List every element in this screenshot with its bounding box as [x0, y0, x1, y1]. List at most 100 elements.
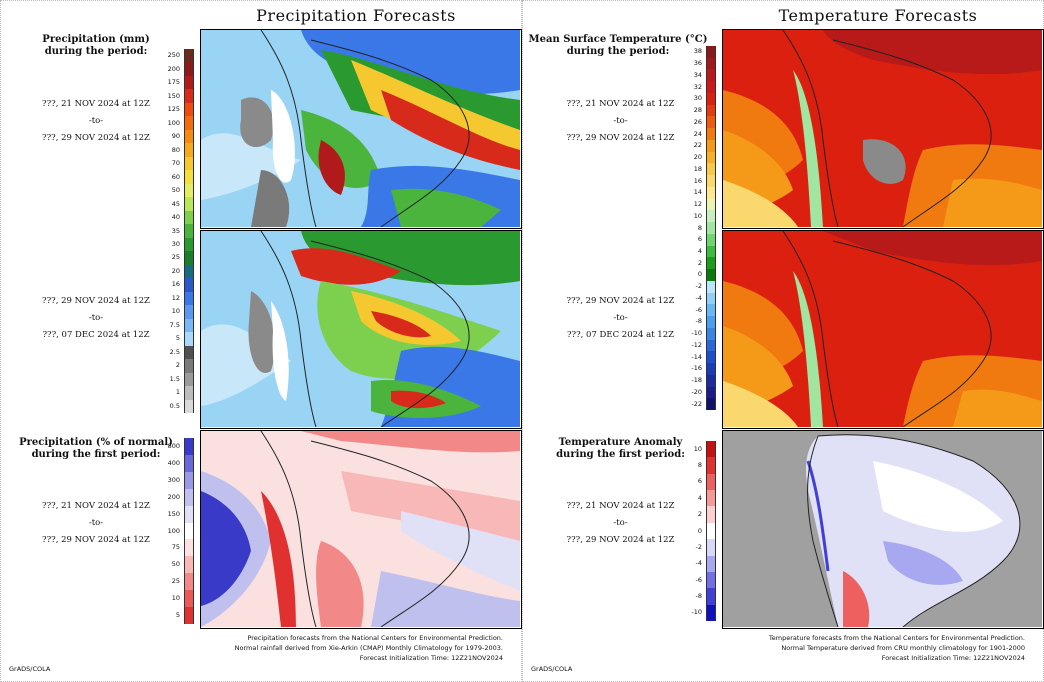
anom-label-line2: during the first period: — [556, 449, 685, 460]
precip-label-line2: during the period: — [44, 46, 148, 57]
temp-anom-colorbar-swatch — [706, 539, 716, 557]
anom-label-line2: during the first period: — [31, 449, 161, 460]
precip-anom-colorbar-swatch — [184, 505, 194, 524]
temp-colorbar-swatch — [706, 175, 716, 188]
precip-colorbar-swatch — [184, 251, 194, 266]
temp-anom-label: Temperature Anomaly during the first per… — [533, 437, 708, 461]
precip-colorbar-swatch — [184, 89, 194, 104]
temp-title: Temperature Forecasts — [778, 6, 978, 25]
temp-colorbar-swatch — [706, 222, 716, 235]
temp-colorbar-tick-label: 2 — [697, 258, 702, 267]
temp-label-line2: during the period: — [566, 46, 670, 57]
precip-map-week2 — [200, 230, 522, 429]
temp-colorbar-swatch — [706, 316, 716, 329]
precip-anom-colorbar-swatch — [184, 607, 194, 625]
precip-colorbar-tick-label: 150 — [167, 91, 180, 100]
precip-colorbar-swatch — [184, 156, 194, 171]
temp-anom-colorbar-tick-label: 4 — [697, 493, 702, 502]
precip-map-week1-image — [201, 30, 520, 227]
precip-colorbar-tick-label: 0.5 — [169, 401, 180, 410]
date-to: -to- — [88, 116, 104, 126]
precip-p2-dates: ???, 29 NOV 2024 at 12Z -to- ???, 07 DEC… — [11, 296, 181, 340]
temp-anom-colorbar-swatch — [706, 473, 716, 491]
precip-colorbar-tick-label: 125 — [167, 105, 180, 114]
precip-colorbar: 250 200 175 150 125 100 90 80 70 60 50 45 40 35 30 25 20… — [168, 49, 194, 414]
date-until: ???, 29 NOV 2024 at 12Z — [42, 535, 150, 545]
temp-colorbar-tick-label: -18 — [691, 376, 702, 385]
precip-colorbar-swatch — [184, 116, 194, 131]
temp-anom-colorbar-tick-label: -10 — [691, 608, 702, 617]
date-to: -to- — [613, 116, 628, 126]
temp-colorbar-tick-label: -12 — [691, 340, 702, 349]
temp-anom-colorbar-tick-label: 10 — [693, 444, 702, 453]
precip-colorbar-swatch — [184, 49, 194, 63]
precip-colorbar-tick-label: 5 — [175, 334, 180, 343]
temp-colorbar-tick-label: 10 — [693, 211, 702, 220]
precip-colorbar-swatch — [184, 399, 194, 414]
precip-colorbar-tick-label: 60 — [171, 172, 180, 181]
precip-title: Precipitation Forecasts — [256, 6, 456, 25]
temp-colorbar-tick-label: 30 — [693, 94, 702, 103]
precip-colorbar-tick-label: 1 — [175, 388, 180, 397]
precip-colorbar-tick-label: 100 — [167, 118, 180, 127]
precip-colorbar-swatch — [184, 237, 194, 252]
temp-anom-dates: ???, 21 NOV 2024 at 12Z -to- ???, 29 NOV… — [533, 501, 708, 545]
temp-colorbar-tick-label: 28 — [693, 106, 702, 115]
temp-colorbar-swatch — [706, 139, 716, 153]
temp-anom-colorbar-tick-label: 2 — [697, 510, 702, 519]
date-from: ???, 29 NOV 2024 at 12Z — [42, 296, 150, 306]
precip-colorbar-tick-label: 16 — [171, 280, 180, 289]
precip-colorbar-tick-label: 250 — [167, 51, 180, 60]
footer-line: Precipitation forecasts from the Nationa… — [247, 634, 503, 642]
temp-anom-colorbar-tick-label: -8 — [695, 591, 702, 600]
temp-colorbar-tick-label: 4 — [697, 246, 702, 255]
precip-label: Precipitation (mm) during the period: — [11, 34, 181, 58]
date-until: ???, 07 DEC 2024 at 12Z — [566, 330, 675, 340]
precip-anom-colorbar-tick-label: 75 — [171, 543, 180, 552]
footer-line: Forecast Initialization Time: 12Z21NOV20… — [881, 654, 1025, 662]
temp-colorbar-tick-label: 20 — [693, 153, 702, 162]
temp-colorbar-swatch — [706, 304, 716, 317]
temp-anom-colorbar-swatch — [706, 506, 716, 524]
temp-colorbar-tick-label: -16 — [691, 364, 702, 373]
precip-anom-colorbar-swatch — [184, 438, 194, 456]
temp-colorbar-tick-label: -8 — [695, 317, 702, 326]
precip-colorbar-swatch — [184, 210, 194, 225]
precip-anom-colorbar-swatch — [184, 454, 194, 473]
temp-anom-colorbar: 10 8 6 4 2 0 -2 -4 -6 -8 -10 — [691, 441, 716, 622]
precip-colorbar-tick-label: 35 — [171, 226, 180, 235]
precip-colorbar-swatch — [184, 183, 194, 198]
temp-colorbar-tick-label: 22 — [693, 141, 702, 150]
precip-map-week2-image — [201, 231, 520, 427]
temp-colorbar: 38 36 34 32 30 28 26 24 22 20 18 16 14 12 10 8 6 4 2 0 -2 -4-… — [691, 46, 716, 411]
temp-colorbar-swatch — [706, 398, 716, 411]
temp-colorbar-swatch — [706, 386, 716, 399]
temp-colorbar-tick-label: 0 — [697, 270, 702, 279]
temp-colorbar-swatch — [706, 57, 716, 70]
temp-anom-colorbar-swatch — [706, 441, 716, 458]
precip-anom-colorbar-swatch — [184, 539, 194, 557]
temp-colorbar-tick-label: -14 — [691, 352, 702, 361]
date-to: -to- — [88, 313, 104, 323]
grads-credit: GrADS/COLA — [9, 665, 51, 673]
precip-colorbar-tick-label: 1.5 — [169, 374, 180, 383]
precip-colorbar-tick-label: 50 — [171, 186, 180, 195]
precip-colorbar-swatch — [184, 129, 194, 144]
precip-colorbar-tick-label: 40 — [171, 213, 180, 222]
precip-colorbar-swatch — [184, 372, 194, 387]
temp-colorbar-swatch — [706, 104, 716, 117]
temp-anom-colorbar-tick-label: -4 — [695, 559, 702, 568]
precip-colorbar-tick-label: 2.5 — [169, 347, 180, 356]
date-until: ???, 29 NOV 2024 at 12Z — [566, 535, 675, 545]
precip-anom-colorbar-tick-label: 25 — [171, 577, 180, 586]
temp-anom-colorbar-swatch — [706, 457, 716, 475]
precip-anom-colorbar-swatch — [184, 573, 194, 591]
precip-colorbar-swatch — [184, 102, 194, 117]
date-to: -to- — [613, 518, 628, 528]
precip-colorbar-swatch — [184, 197, 194, 212]
temp-colorbar-tick-label: 14 — [693, 188, 702, 197]
temp-footer: Temperature forecasts from the National … — [723, 633, 1025, 663]
temp-anom-colorbar-swatch — [706, 555, 716, 573]
temp-anom-colorbar-tick-label: 6 — [697, 477, 702, 486]
temp-colorbar-tick-label: 38 — [693, 47, 702, 56]
